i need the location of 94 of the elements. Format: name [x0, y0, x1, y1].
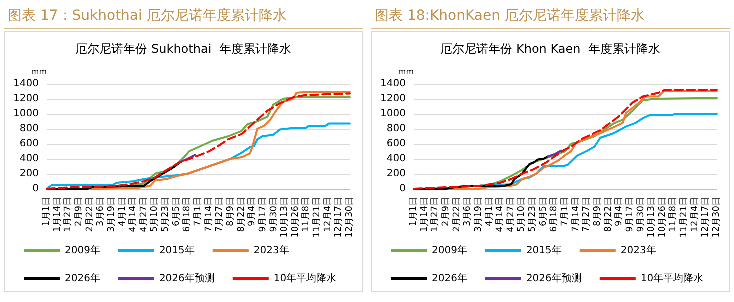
x-tick-label: 3月6日 [463, 196, 474, 226]
x-tick-label: 1月1日 [42, 196, 52, 226]
y-tick-label: 1200 [380, 93, 406, 104]
y-tick-label: 1400 [380, 78, 406, 90]
x-tick-label: 11月21日 [680, 196, 690, 238]
y-tick-label: 1400 [14, 78, 39, 90]
legend-label: 10年平均降水 [274, 272, 337, 284]
x-tick-label: 4月14日 [496, 196, 506, 232]
x-tick-label: 9月4日 [614, 196, 625, 226]
x-tick-label: 7月14日 [571, 196, 582, 232]
line-series [46, 160, 182, 190]
x-tick-label: 6月18日 [550, 196, 560, 232]
x-tick-label: 7月14日 [204, 196, 214, 232]
legend-label: 2023年 [254, 244, 290, 256]
y-tick-label: 800 [386, 123, 406, 134]
x-tick-label: 1月14日 [420, 196, 430, 232]
chart-subtitle: 厄尔尼诺年份 Sukhothai 年度累计降水 [76, 42, 292, 56]
x-tick-label: 4月1日 [484, 196, 495, 226]
x-tick-label: 1月27日 [430, 196, 441, 232]
x-tick-label: 9月30日 [636, 196, 646, 232]
x-tick-label: 1月1日 [409, 196, 419, 226]
y-tick-label: 600 [386, 138, 406, 150]
legend-label: 2026年 [65, 272, 100, 284]
y-tick-label: 0 [400, 183, 406, 194]
x-tick-label: 3月19日 [474, 196, 484, 232]
x-tick-label: 10月26日 [290, 196, 301, 238]
y-axis-title: mm [31, 67, 48, 76]
x-tick-label: 11月8日 [302, 196, 312, 232]
x-tick-label: 5月10日 [150, 196, 160, 232]
y-tick-label: 1000 [380, 108, 406, 120]
x-tick-label: 12月30日 [345, 196, 355, 238]
x-tick-label: 7月27日 [582, 196, 592, 232]
x-tick-label: 6月18日 [182, 196, 193, 232]
chart-title: 图表 18:KhonKaen 厄尔尼诺年度累计降水 [371, 6, 730, 29]
x-tick-label: 4月1日 [118, 196, 128, 226]
x-tick-label: 7月1日 [560, 196, 570, 226]
x-tick-label: 12月17日 [701, 196, 712, 238]
x-tick-label: 2月9日 [74, 196, 84, 226]
legend-label: 2026年预测 [526, 272, 582, 284]
legend-label: 10年平均降水 [640, 272, 704, 284]
y-tick-label: 0 [32, 183, 39, 194]
y-tick-label: 200 [20, 168, 39, 180]
x-tick-label: 2月9日 [441, 196, 452, 226]
x-tick-label: 4月27日 [506, 196, 516, 232]
chart-subtitle: 厄尔尼诺年份 Khon Kaen 年度累计降水 [440, 42, 660, 56]
x-tick-label: 5月23日 [161, 196, 172, 232]
x-tick-label: 6月5日 [172, 196, 182, 226]
x-tick-label: 10月13日 [647, 196, 658, 238]
y-tick-label: 400 [386, 153, 406, 164]
x-tick-label: 8月9日 [226, 196, 236, 226]
x-tick-label: 7月27日 [215, 196, 226, 232]
x-tick-label: 9月4日 [248, 196, 258, 226]
y-tick-label: 800 [20, 123, 39, 134]
x-tick-label: 7月1日 [194, 196, 204, 226]
x-tick-label: 9月17日 [258, 196, 268, 232]
legend-label: 2026年预测 [159, 272, 215, 284]
x-tick-label: 2月22日 [85, 196, 96, 232]
x-tick-label: 12月4日 [690, 196, 700, 232]
x-tick-label: 9月17日 [625, 196, 636, 232]
y-tick-label: 1200 [14, 93, 39, 104]
legend-label: 2009年 [65, 244, 100, 256]
legend-label: 2015年 [526, 244, 562, 256]
x-tick-label: 12月30日 [712, 196, 722, 238]
x-tick-label: 11月8日 [668, 196, 679, 232]
legend-label: 2009年 [432, 244, 468, 256]
x-tick-label: 1月14日 [52, 196, 63, 232]
x-tick-label: 11月21日 [312, 196, 323, 238]
x-tick-label: 5月10日 [517, 196, 528, 232]
x-tick-label: 9月30日 [269, 196, 280, 232]
x-tick-label: 3月19日 [106, 196, 117, 232]
x-tick-label: 8月22日 [236, 196, 247, 232]
y-axis-title: mm [398, 67, 414, 76]
y-tick-label: 1000 [14, 108, 39, 120]
x-tick-label: 12月17日 [334, 196, 344, 238]
x-tick-label: 2月22日 [452, 196, 462, 232]
x-tick-label: 3月6日 [96, 196, 106, 226]
x-tick-label: 12月4日 [323, 196, 334, 232]
legend-label: 2026年 [432, 272, 468, 284]
x-tick-label: 8月22日 [604, 196, 614, 232]
chart-title: 图表 17：Sukhothai 厄尔尼诺年度累计降水 [4, 6, 363, 29]
x-tick-label: 6月5日 [538, 196, 549, 226]
x-tick-label: 1月27日 [64, 196, 74, 232]
x-tick-label: 8月9日 [592, 196, 603, 226]
line-series [413, 156, 550, 190]
y-tick-label: 400 [20, 153, 39, 164]
x-tick-label: 10月26日 [658, 196, 668, 238]
legend-label: 2023年 [620, 244, 656, 256]
legend-label: 2015年 [159, 244, 195, 256]
y-tick-label: 200 [386, 168, 406, 180]
x-tick-label: 5月23日 [528, 196, 538, 232]
x-tick-label: 4月14日 [128, 196, 139, 232]
x-tick-label: 10月13日 [280, 196, 290, 238]
x-tick-label: 4月27日 [139, 196, 150, 232]
y-tick-label: 600 [20, 138, 39, 150]
